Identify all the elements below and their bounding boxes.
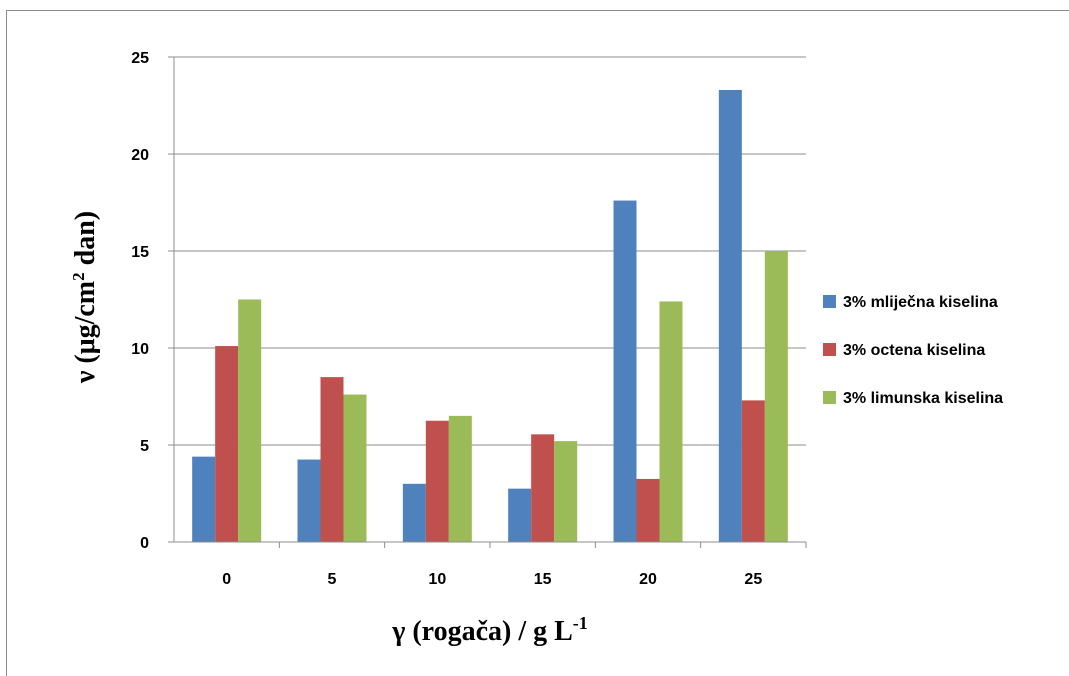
y-tick-label: 25: [131, 50, 149, 67]
y-tick-label: 0: [140, 535, 149, 552]
axes: [168, 56, 807, 548]
bar-1-5: [297, 459, 321, 542]
bar-3-10: [448, 415, 472, 542]
x-tick-label: 25: [744, 571, 762, 588]
bar-2-15: [531, 434, 555, 542]
legend-label: 3% mliječna kiselina: [843, 294, 998, 311]
legend-swatch: [823, 295, 836, 308]
x-tick-label: 0: [222, 571, 231, 588]
bar-3-20: [659, 301, 683, 542]
x-axis-title: γ (rogača) / g L-1: [391, 613, 588, 647]
legend-label: 3% octena kiselina: [843, 342, 985, 359]
bars: [192, 89, 788, 542]
bar-1-10: [402, 483, 426, 542]
bar-2-5: [320, 377, 344, 542]
legend-swatch: [823, 343, 836, 356]
bar-3-25: [764, 251, 788, 542]
x-tick-labels: 0 5 10 15 20 25: [222, 571, 762, 588]
legend-label: 3% limunska kiselina: [843, 390, 1003, 407]
y-tick-label: 10: [131, 341, 149, 358]
x-tick-label: 10: [428, 571, 446, 588]
x-tick-label: 15: [534, 571, 552, 588]
legend-swatch: [823, 391, 836, 404]
bar-1-20: [613, 200, 637, 542]
bar-1-0: [192, 456, 216, 542]
bar-3-0: [238, 299, 262, 542]
bar-2-25: [741, 400, 765, 542]
gridlines: [174, 56, 806, 446]
y-tick-label: 20: [131, 147, 149, 164]
x-tick-label: 20: [639, 571, 657, 588]
bar-1-15: [508, 488, 532, 542]
bar-3-5: [343, 394, 367, 542]
legend: 3% mliječna kiselina 3% octena kiselina 3%…: [823, 294, 1003, 407]
y-axis-title: ν (μg/cm2 dan): [69, 211, 101, 384]
bar-1-25: [718, 89, 742, 542]
bar-3-15: [554, 441, 578, 542]
y-tick-label: 5: [140, 438, 149, 455]
bar-2-10: [425, 420, 449, 542]
bar-2-0: [215, 346, 239, 542]
chart-frame: [6, 10, 1069, 676]
bar-2-20: [636, 478, 660, 542]
y-tick-labels: 0 5 10 15 20 25: [131, 50, 149, 552]
y-tick-label: 15: [131, 244, 149, 261]
x-tick-label: 5: [328, 571, 337, 588]
